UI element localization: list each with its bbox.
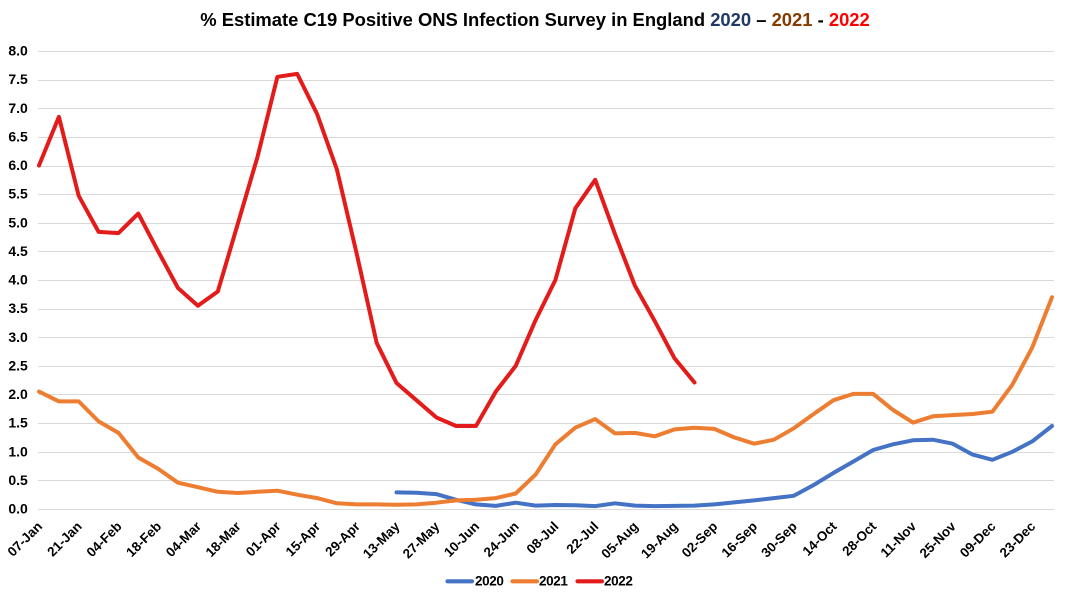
- svg-text:5.0: 5.0: [8, 214, 28, 230]
- svg-text:3.0: 3.0: [8, 329, 28, 345]
- svg-text:0.5: 0.5: [8, 472, 28, 488]
- svg-text:4.0: 4.0: [8, 272, 28, 288]
- svg-text:2.5: 2.5: [8, 358, 28, 374]
- svg-text:7.0: 7.0: [8, 100, 28, 116]
- svg-text:2.0: 2.0: [8, 386, 28, 402]
- svg-text:6.0: 6.0: [8, 157, 28, 173]
- svg-text:1.5: 1.5: [8, 415, 28, 431]
- svg-text:% Estimate C19 Positive ONS In: % Estimate C19 Positive ONS Infection Su…: [200, 9, 870, 30]
- svg-text:5.5: 5.5: [8, 186, 28, 202]
- svg-text:8.0: 8.0: [8, 43, 28, 59]
- svg-text:4.5: 4.5: [8, 243, 28, 259]
- svg-text:7.5: 7.5: [8, 71, 28, 87]
- svg-text:6.5: 6.5: [8, 129, 28, 145]
- svg-text:3.5: 3.5: [8, 300, 28, 316]
- svg-text:1.0: 1.0: [8, 443, 28, 459]
- svg-text:2021: 2021: [539, 574, 568, 589]
- svg-text:0.0: 0.0: [8, 501, 28, 517]
- svg-text:2022: 2022: [604, 574, 632, 589]
- svg-text:2020: 2020: [475, 574, 503, 589]
